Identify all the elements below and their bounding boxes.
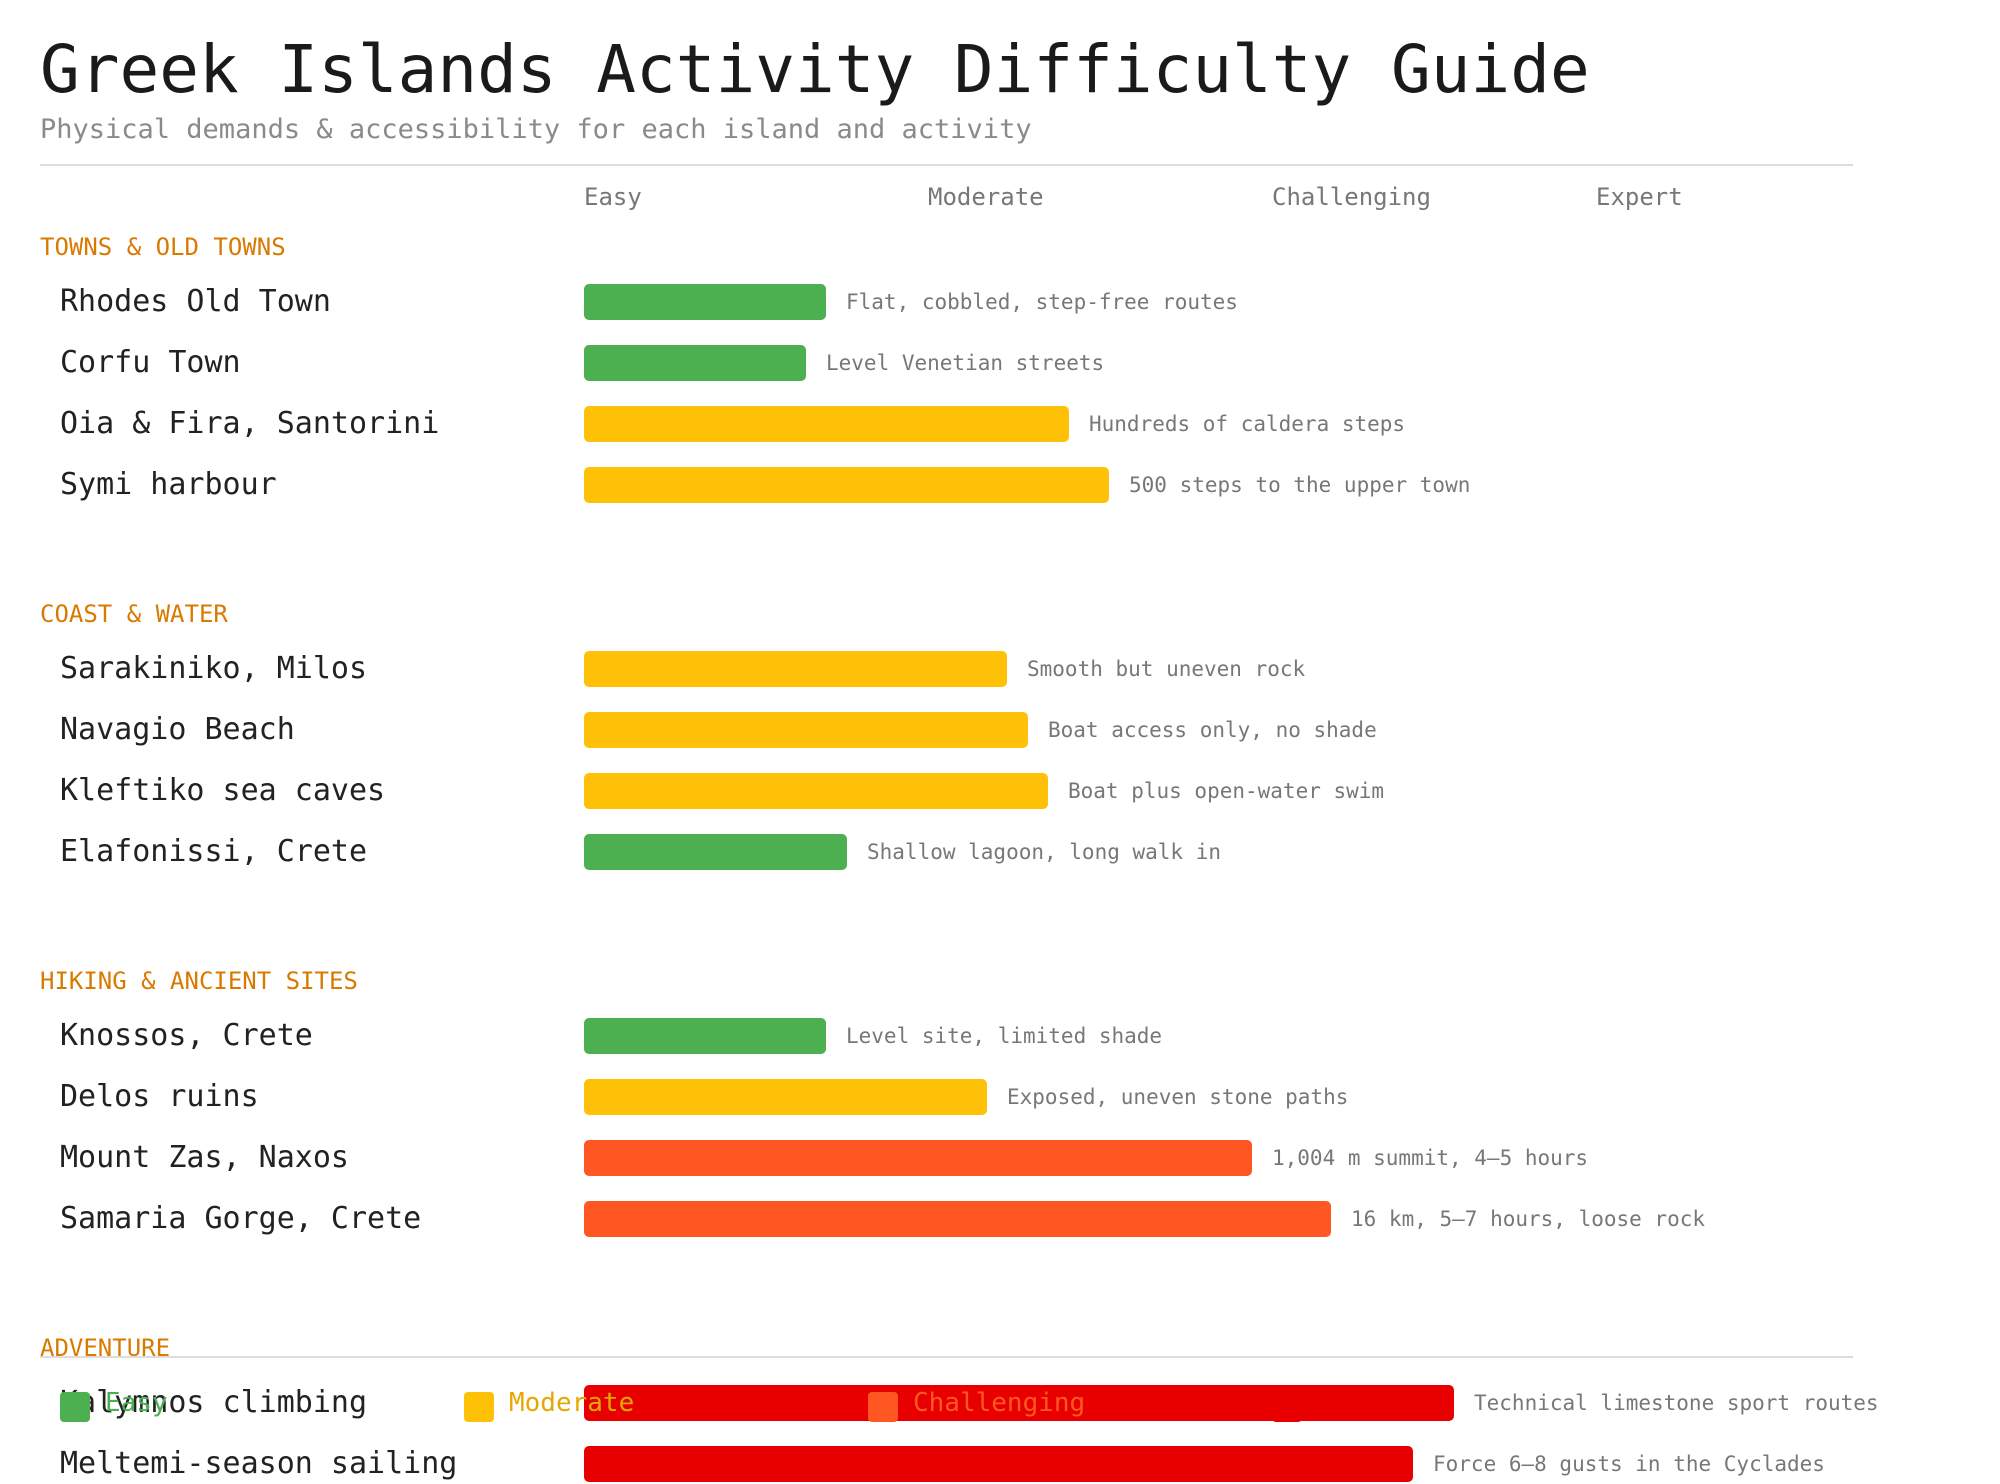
bar-note-symi-harbour: 500 steps to the upper town bbox=[1129, 473, 1471, 497]
bar-note-mount-zas-naxos: 1,004 m summit, 4–5 hours bbox=[1272, 1146, 1589, 1170]
bar-kleftiko-sea-caves bbox=[584, 773, 1048, 809]
bar-note-kalymnos-climbing: Technical limestone sport routes bbox=[1474, 1391, 1879, 1415]
row-label-elafonissi-crete: Elafonissi, Crete bbox=[60, 834, 368, 869]
bar-sarakiniko-milos bbox=[584, 651, 1007, 687]
bar-note-knossos-crete: Level site, limited shade bbox=[846, 1024, 1163, 1048]
legend-label-expert: Expert bbox=[1317, 1388, 1411, 1418]
bar-samaria-gorge-crete bbox=[584, 1201, 1331, 1237]
row-label-oia-fira-santorini: Oia & Fira, Santorini bbox=[60, 406, 440, 441]
row-label-kleftiko-sea-caves: Kleftiko sea caves bbox=[60, 773, 386, 808]
scale-label-challenging: Challenging bbox=[1272, 183, 1431, 211]
row-label-samaria-gorge-crete: Samaria Gorge, Crete bbox=[60, 1201, 422, 1236]
scale-label-easy: Easy bbox=[584, 183, 642, 211]
bar-corfu-town bbox=[584, 345, 806, 381]
bar-note-corfu-town: Level Venetian streets bbox=[826, 351, 1105, 375]
bar-oia-fira-santorini bbox=[584, 406, 1069, 442]
bar-note-oia-fira-santorini: Hundreds of caldera steps bbox=[1089, 412, 1406, 436]
row-label-delos-ruins: Delos ruins bbox=[60, 1079, 259, 1114]
bar-delos-ruins bbox=[584, 1079, 987, 1115]
bar-note-elafonissi-crete: Shallow lagoon, long walk in bbox=[867, 840, 1222, 864]
bar-note-meltemi-season-sailing: Force 6–8 gusts in the Cyclades bbox=[1433, 1452, 1825, 1476]
chart-title: Greek Islands Activity Difficulty Guide bbox=[40, 31, 1590, 108]
row-label-knossos-crete: Knossos, Crete bbox=[60, 1018, 313, 1053]
bar-navagio-beach bbox=[584, 712, 1028, 748]
header-divider bbox=[40, 164, 1853, 166]
scale-label-moderate: Moderate bbox=[928, 183, 1044, 211]
legend-label-moderate: Moderate bbox=[509, 1388, 635, 1418]
bar-note-delos-ruins: Exposed, uneven stone paths bbox=[1007, 1085, 1349, 1109]
section-heading-towns-old-towns: TOWNS & OLD TOWNS bbox=[40, 233, 286, 261]
row-label-rhodes-old-town: Rhodes Old Town bbox=[60, 284, 331, 319]
row-label-mount-zas-naxos: Mount Zas, Naxos bbox=[60, 1140, 349, 1175]
bar-note-samaria-gorge-crete: 16 km, 5–7 hours, loose rock bbox=[1351, 1207, 1706, 1231]
row-label-sarakiniko-milos: Sarakiniko, Milos bbox=[60, 651, 368, 686]
scale-label-expert: Expert bbox=[1596, 183, 1683, 211]
bar-knossos-crete bbox=[584, 1018, 826, 1054]
row-label-navagio-beach: Navagio Beach bbox=[60, 712, 295, 747]
bar-meltemi-season-sailing bbox=[584, 1446, 1413, 1482]
legend-swatch-expert bbox=[1272, 1392, 1302, 1422]
row-label-meltemi-season-sailing: Meltemi-season sailing bbox=[60, 1446, 458, 1481]
section-heading-hiking-ancient-sites: HIKING & ANCIENT SITES bbox=[40, 967, 358, 995]
bar-elafonissi-crete bbox=[584, 834, 847, 870]
bar-mount-zas-naxos bbox=[584, 1140, 1252, 1176]
bar-rhodes-old-town bbox=[584, 284, 826, 320]
legend-swatch-easy bbox=[60, 1392, 90, 1422]
footer-divider bbox=[40, 1356, 1853, 1358]
legend-label-challenging: Challenging bbox=[913, 1388, 1086, 1418]
legend-swatch-challenging bbox=[868, 1392, 898, 1422]
chart-subtitle: Physical demands & accessibility for eac… bbox=[40, 114, 1032, 145]
bar-note-navagio-beach: Boat access only, no shade bbox=[1048, 718, 1377, 742]
row-label-corfu-town: Corfu Town bbox=[60, 345, 241, 380]
bar-note-rhodes-old-town: Flat, cobbled, step-free routes bbox=[846, 290, 1238, 314]
bar-note-sarakiniko-milos: Smooth but uneven rock bbox=[1027, 657, 1306, 681]
legend-swatch-moderate bbox=[464, 1392, 494, 1422]
bar-symi-harbour bbox=[584, 467, 1109, 503]
legend-label-easy: Easy bbox=[105, 1388, 168, 1418]
bar-note-kleftiko-sea-caves: Boat plus open-water swim bbox=[1068, 779, 1385, 803]
row-label-symi-harbour: Symi harbour bbox=[60, 467, 277, 502]
section-heading-adventure: ADVENTURE bbox=[40, 1334, 171, 1362]
section-heading-coast-water: COAST & WATER bbox=[40, 600, 228, 628]
